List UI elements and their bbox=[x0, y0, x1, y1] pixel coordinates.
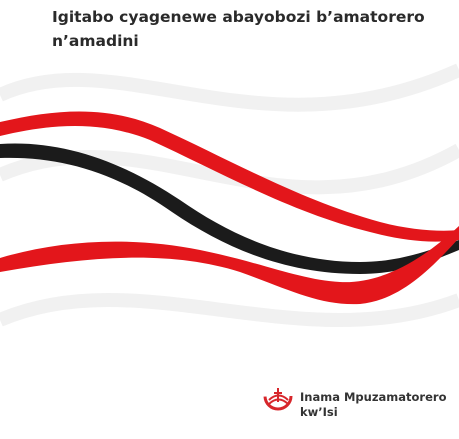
logo bbox=[265, 383, 291, 409]
cover-art bbox=[0, 0, 459, 439]
cover: Igitabo cyagenewe abayobozi b’amatorero … bbox=[0, 0, 459, 439]
title-line: n’amadini bbox=[52, 32, 139, 50]
publisher-line: kw’Isi bbox=[300, 405, 338, 419]
publisher-line: Inama Mpuzamatorero bbox=[300, 390, 446, 404]
title-line: Igitabo cyagenewe abayobozi b’amatorero bbox=[52, 8, 425, 26]
